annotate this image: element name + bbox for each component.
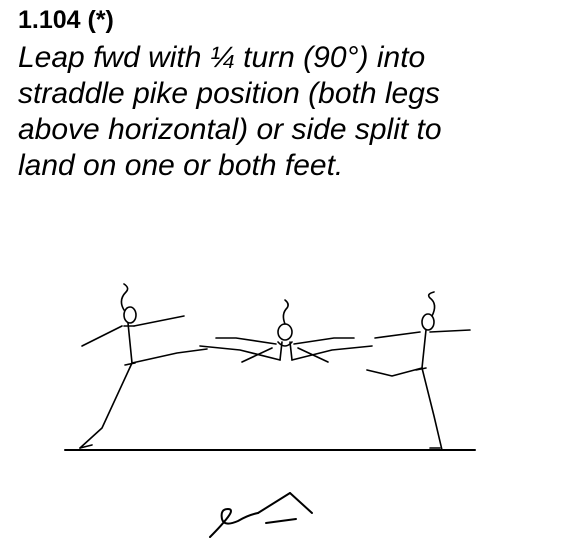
description-line-4: land on one or both feet. bbox=[18, 149, 344, 182]
description-line-1: Leap fwd with ¼ turn (90°) into bbox=[18, 41, 426, 74]
gymnast-figure-middle bbox=[199, 299, 373, 363]
description-line-3: above horizontal) or side split to bbox=[18, 113, 442, 146]
element-description: Leap fwd with ¼ turn (90°) into straddle… bbox=[18, 40, 558, 184]
description-line-2: straddle pike position (both legs bbox=[18, 77, 440, 110]
gymnast-figure-left bbox=[79, 283, 208, 449]
gymnast-leap-sequence-icon bbox=[60, 270, 500, 465]
gymnast-figure-right bbox=[366, 291, 471, 451]
skill-notation-symbol-icon bbox=[200, 475, 330, 550]
element-number: 1.104 (*) bbox=[18, 6, 114, 34]
